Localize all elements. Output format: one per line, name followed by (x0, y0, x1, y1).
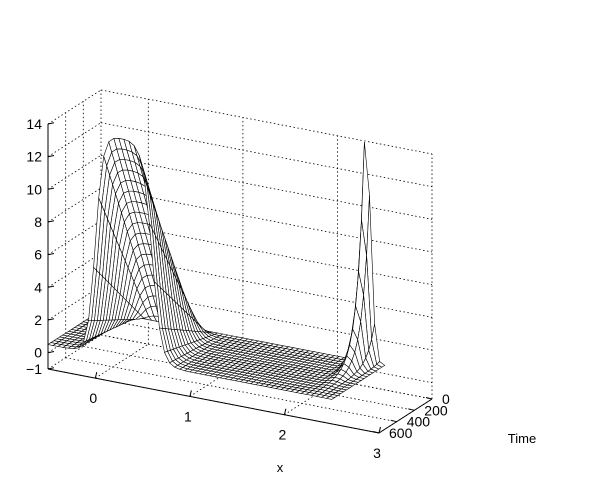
grid-line-z (47, 187, 102, 223)
z-tick (47, 155, 55, 158)
x-tick (378, 426, 381, 434)
z-tick (47, 367, 55, 370)
grid-line-x (95, 343, 149, 379)
grid-line-z (47, 334, 102, 370)
z-tick-label: 14 (26, 116, 42, 132)
grid-line-z (100, 154, 433, 220)
x-axis-label: x (277, 460, 284, 475)
surface-patch (325, 396, 336, 400)
y-axis-label: Time (508, 431, 536, 446)
z-tick (47, 285, 55, 288)
x-tick (94, 371, 98, 379)
z-tick-label: 8 (34, 214, 42, 230)
z-tick-label: 2 (34, 312, 42, 328)
x-tick-label: 2 (279, 427, 287, 443)
z-tick-label: 12 (26, 149, 42, 165)
x-tick (189, 390, 192, 397)
z-tick (47, 187, 55, 190)
time-tick (408, 408, 415, 411)
time-tick (425, 397, 433, 400)
z-tick (47, 253, 55, 256)
x-tick-label: 1 (184, 408, 192, 424)
grid-line-z (100, 187, 433, 253)
grid-line-z (47, 252, 102, 288)
z-tick (47, 318, 55, 321)
time-tick-label: 600 (389, 425, 413, 441)
x-tick (283, 408, 287, 415)
z-tick (47, 220, 55, 223)
z-tick (47, 351, 55, 354)
grid-line-time (65, 357, 397, 423)
z-tick-label: 0 (34, 345, 42, 361)
grid-line-z (47, 89, 102, 125)
z-tick (47, 122, 55, 125)
time-tick (390, 419, 397, 423)
z-tick-label: 4 (34, 279, 42, 295)
grid-line-z (100, 89, 433, 155)
grid-line-z (47, 154, 102, 190)
z-tick-label: 10 (26, 181, 42, 197)
x-axis-line (47, 368, 380, 434)
axes-box (47, 122, 433, 434)
time-tick-label: 400 (407, 414, 431, 430)
surface-mesh (47, 137, 386, 400)
time-tick-label: 200 (424, 402, 448, 418)
grid-line-z (47, 122, 102, 158)
time-axis-line (378, 398, 433, 434)
x-tick-label: 0 (89, 390, 97, 406)
z-tick-label: −1 (26, 361, 42, 377)
time-tick-label: 0 (442, 391, 450, 407)
x-tick-label: 3 (373, 445, 381, 461)
grid-line-z (47, 220, 102, 256)
z-tick-label: 6 (34, 247, 42, 263)
grid-line-z (100, 122, 433, 188)
time-tick (372, 431, 380, 434)
